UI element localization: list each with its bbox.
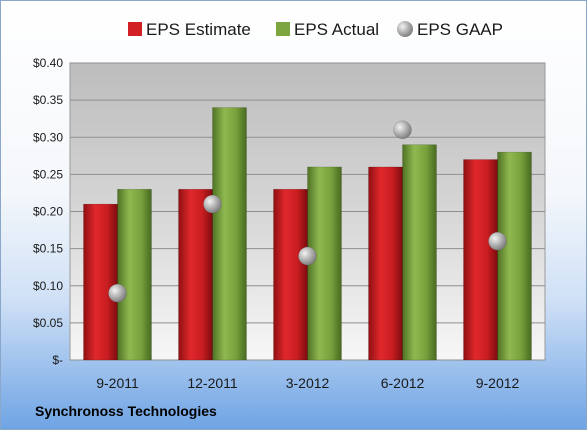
legend-marker-eps-gaap xyxy=(397,21,413,37)
bar-eps-estimate xyxy=(368,166,403,361)
bar-eps-actual xyxy=(117,188,152,361)
marker-eps-gaap xyxy=(393,120,412,140)
legend-label-eps-estimate: EPS Estimate xyxy=(146,20,251,39)
x-tick-label: 3-2012 xyxy=(286,375,330,391)
legend-label-eps-actual: EPS Actual xyxy=(294,20,379,39)
x-tick-label: 9-2011 xyxy=(96,375,139,391)
legend-swatch-eps-actual xyxy=(276,22,290,36)
legend-item-eps-estimate: EPS Estimate xyxy=(128,20,251,39)
bar-eps-actual xyxy=(497,151,532,361)
y-tick-label: $0.25 xyxy=(33,167,63,181)
legend: EPS Estimate EPS Actual EPS GAAP xyxy=(128,20,503,39)
y-tick-label: $0.20 xyxy=(33,205,63,219)
marker-eps-gaap xyxy=(488,231,507,251)
y-tick-label: $- xyxy=(52,353,63,367)
company-name: Synchronoss Technologies xyxy=(35,403,217,419)
y-tick-label: $0.05 xyxy=(33,316,63,330)
bar-eps-estimate xyxy=(463,159,498,361)
x-tick-label: 12-2011 xyxy=(187,375,238,391)
bar-eps-estimate xyxy=(178,188,213,361)
bar-eps-estimate xyxy=(273,188,308,361)
legend-item-eps-actual: EPS Actual xyxy=(276,20,379,39)
legend-item-eps-gaap: EPS GAAP xyxy=(397,20,503,39)
x-tick-label: 6-2012 xyxy=(381,375,425,391)
y-tick-label: $0.40 xyxy=(33,56,63,70)
gaap-markers xyxy=(108,120,507,303)
legend-label-eps-gaap: EPS GAAP xyxy=(417,20,503,39)
x-tick-label: 9-2012 xyxy=(476,375,520,391)
y-tick-label: $0.10 xyxy=(33,279,63,293)
y-tick-label: $0.30 xyxy=(33,130,63,144)
bar-eps-actual xyxy=(402,144,437,361)
x-axis-ticks: 9-2011 12-2011 3-2012 6-2012 9-2012 xyxy=(96,375,519,391)
bar-eps-actual xyxy=(307,166,342,361)
marker-eps-gaap xyxy=(298,246,317,266)
y-tick-label: $0.35 xyxy=(33,93,63,107)
bar-eps-estimate xyxy=(83,203,118,361)
marker-eps-gaap xyxy=(108,283,127,303)
y-axis-ticks: $- $0.05 $0.10 $0.15 $0.20 $0.25 $0.30 $0.35 $0.… xyxy=(33,56,63,367)
marker-eps-gaap xyxy=(203,194,222,214)
y-tick-label: $0.15 xyxy=(33,242,63,256)
bars xyxy=(83,107,532,361)
bar-eps-actual xyxy=(212,107,247,361)
legend-swatch-eps-estimate xyxy=(128,22,142,36)
